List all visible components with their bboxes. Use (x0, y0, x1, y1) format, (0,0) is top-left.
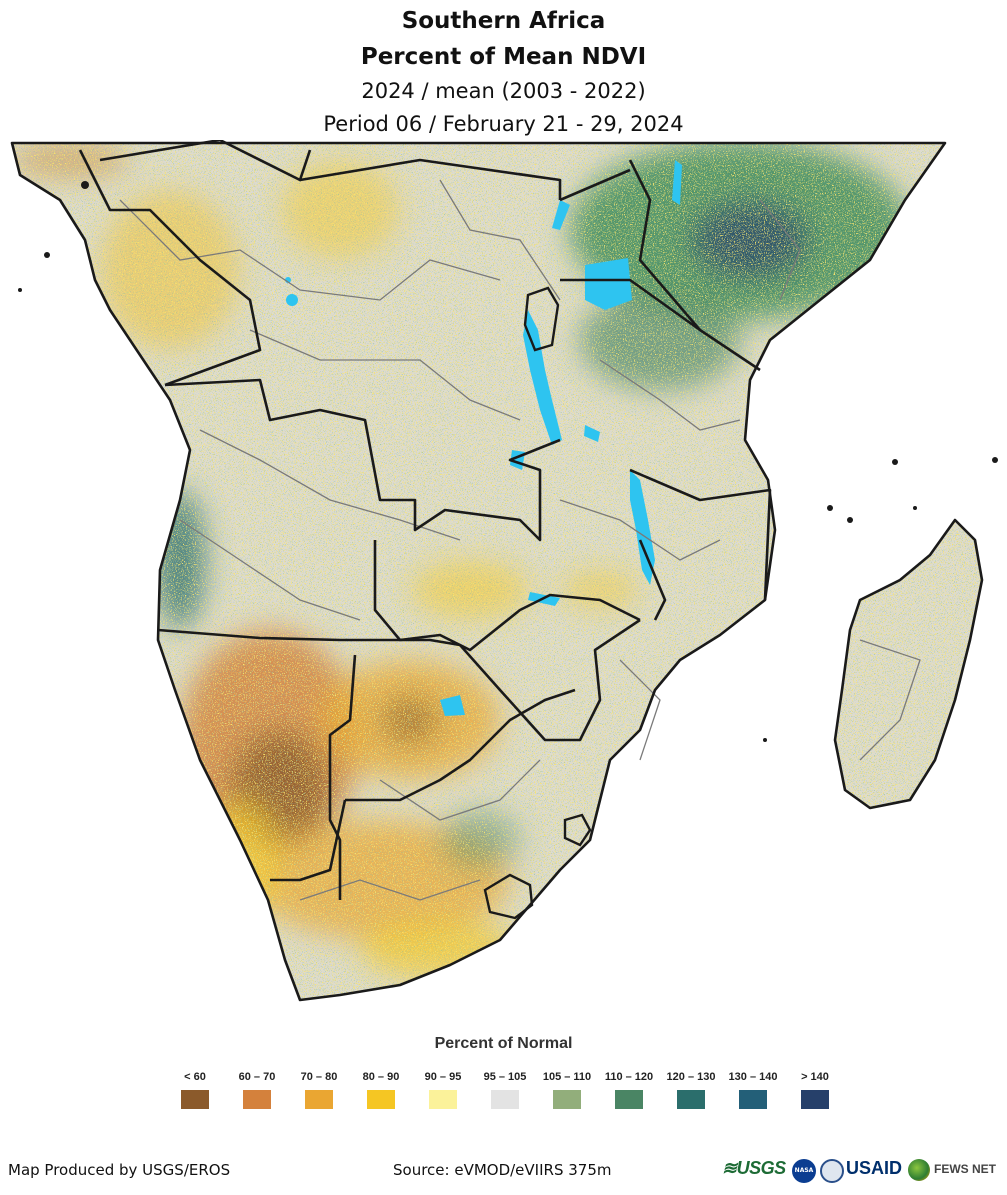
lake-victoria (585, 258, 632, 310)
okavango (440, 695, 465, 716)
border-kenya (628, 159, 701, 331)
map-subtitle: Percent of Mean NDVI (360, 44, 647, 70)
lake-rukwa (584, 425, 600, 442)
map-comparison-period: 2024 / mean (2003 - 2022) (361, 79, 646, 103)
legend-item: > 140 (785, 1068, 845, 1109)
legend-swatch (677, 1090, 705, 1109)
border-zimbabwe (459, 618, 641, 742)
legend-swatch (491, 1090, 519, 1109)
legend-label: 60 – 70 (238, 1071, 276, 1083)
legend-label: 95 – 105 (483, 1071, 527, 1083)
lesotho-border (483, 873, 534, 920)
map-period: Period 06 / February 21 - 29, 2024 (323, 112, 684, 136)
legend-item: 60 – 70 (227, 1068, 287, 1109)
border-tanzania (560, 278, 761, 372)
legend-label: 105 – 110 (542, 1071, 592, 1083)
map-title: Southern Africa (401, 8, 606, 34)
legend-item: 130 – 140 (723, 1068, 783, 1109)
border-gabon-congo (78, 149, 262, 387)
border-namibia-botswana (328, 654, 357, 900)
legend-label: 110 – 120 (604, 1071, 654, 1083)
legend-item: 80 – 90 (351, 1068, 411, 1109)
border-namibia-sa (270, 799, 347, 882)
footer-source: Source: eVMOD/eVIIRS 375m (393, 1161, 612, 1179)
legend-item: 120 – 130 (661, 1068, 721, 1109)
border-angola-zambia (373, 540, 641, 652)
legend-title: Percent of Normal (434, 1035, 573, 1052)
legend-label: 130 – 140 (728, 1071, 778, 1083)
footer-producer: Map Produced by USGS/EROS (8, 1161, 231, 1179)
legend-label: < 60 (184, 1071, 206, 1083)
legend-swatch (243, 1090, 271, 1109)
legend-swatch (553, 1090, 581, 1109)
lake-turkana (672, 160, 682, 205)
fews-net-logo: FEWS NET (934, 1162, 996, 1176)
legend-item: 70 – 80 (289, 1068, 349, 1109)
legend-swatch (801, 1090, 829, 1109)
border-botswana-sa (345, 688, 576, 802)
fews-globe-icon (908, 1159, 930, 1181)
border-malawi (638, 539, 667, 621)
eswatini-border (563, 813, 592, 847)
border-uganda (559, 168, 631, 202)
legend-swatch (181, 1090, 209, 1109)
legend-label: 70 – 80 (300, 1071, 338, 1083)
legend-label: 90 – 95 (424, 1071, 462, 1083)
border-mozambique (629, 468, 772, 601)
legend-swatch (305, 1090, 333, 1109)
border-angola-namibia (157, 628, 461, 647)
country-borders (10, 140, 984, 1002)
small-countries (483, 286, 592, 920)
lake-malawi (630, 470, 655, 585)
islands (18, 181, 998, 742)
rwanda-burundi-border (523, 286, 560, 352)
usgs-logo: ≋USGS (722, 1158, 786, 1178)
legend-item: < 60 (165, 1068, 225, 1109)
legend: < 60 60 – 70 70 – 80 80 – 90 90 – 95 95 – 105… (165, 1068, 845, 1118)
legend-item: 110 – 120 (599, 1068, 659, 1109)
legend-label: 120 – 130 (666, 1071, 716, 1083)
legend-swatch (615, 1090, 643, 1109)
usaid-logo: USAID (846, 1158, 903, 1178)
border-drc-angola (164, 378, 561, 542)
noaa-seal-icon (820, 1159, 844, 1183)
legend-swatch (367, 1090, 395, 1109)
border-car (99, 140, 312, 182)
legend-swatch (429, 1090, 457, 1109)
legend-item: 105 – 110 (537, 1068, 597, 1109)
legend-label: > 140 (801, 1071, 829, 1083)
ndvi-map (10, 140, 998, 1002)
logo-strip: ≋USGS NASA USAID FEWS NET (722, 1155, 1002, 1187)
legend-item: 95 – 105 (475, 1068, 535, 1109)
legend-item: 90 – 95 (413, 1068, 473, 1109)
legend-swatch (739, 1090, 767, 1109)
lake-albert (552, 200, 570, 230)
border-sudan (299, 158, 562, 200)
legend-label: 80 – 90 (362, 1071, 400, 1083)
nasa-logo: NASA (792, 1159, 816, 1183)
